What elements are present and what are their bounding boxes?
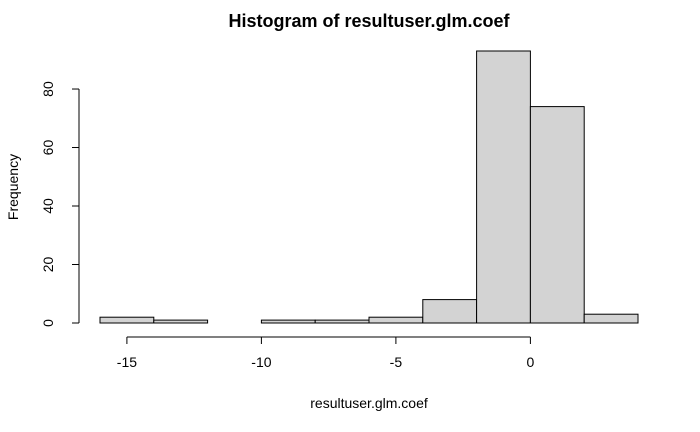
y-tick-label-2: 40 [40, 198, 56, 214]
y-tick-label-0: 0 [40, 319, 56, 327]
histogram-bar-0 [99, 316, 155, 324]
histogram-bar-5 [368, 316, 424, 324]
x-axis: -15 -10 -5 0 [117, 336, 535, 370]
histogram-bar-9 [583, 313, 639, 324]
histogram-bar-7 [476, 50, 531, 324]
x-tick-label-2: -5 [390, 354, 403, 370]
y-tick-label-3: 60 [40, 140, 56, 156]
y-tick-label-4: 80 [40, 81, 56, 97]
histogram-bar-8 [529, 106, 585, 324]
bars-group [99, 50, 639, 324]
histogram-bar-3 [260, 319, 316, 324]
y-axis: 0 20 40 60 80 [40, 81, 80, 327]
histogram-bar-6 [422, 299, 478, 324]
x-tick-label-3: 0 [527, 354, 535, 370]
chart-title: Histogram of resultuser.glm.coef [228, 11, 510, 31]
y-axis-label: Frequency [5, 154, 21, 220]
x-tick-label-1: -10 [251, 354, 271, 370]
x-axis-label: resultuser.glm.coef [310, 395, 428, 411]
histogram-bar-4 [314, 319, 370, 324]
x-tick-label-0: -15 [117, 354, 137, 370]
histogram-bar-1 [153, 319, 209, 324]
y-tick-label-1: 20 [40, 257, 56, 273]
